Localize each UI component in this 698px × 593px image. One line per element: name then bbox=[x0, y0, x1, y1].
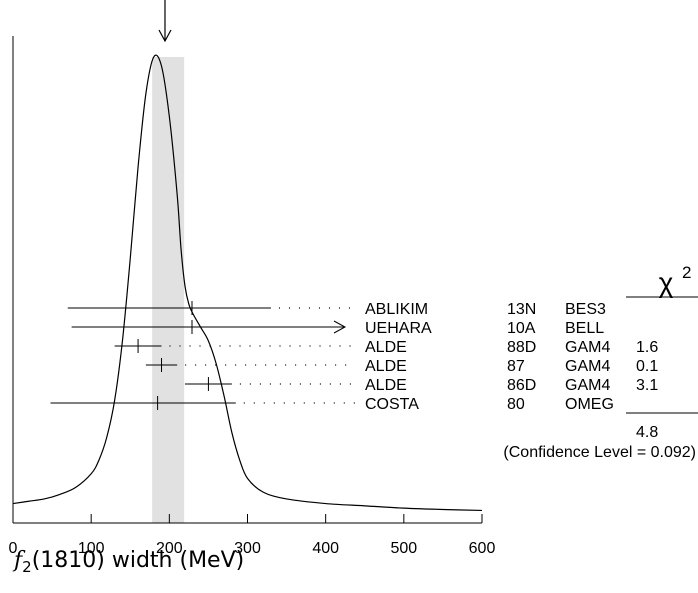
x-tick-label: 400 bbox=[312, 540, 339, 557]
x-tick-label: 200 bbox=[156, 540, 183, 557]
chi2-header: χ bbox=[659, 267, 674, 298]
x-axis-label-symbol: f bbox=[14, 548, 23, 573]
measurement-experiment: GAM4 bbox=[565, 358, 610, 375]
x-tick-label: 0 bbox=[9, 540, 18, 557]
measurement-year: 87 bbox=[507, 358, 525, 375]
measurement-experiment: BES3 bbox=[565, 301, 606, 318]
measurement-experiment: GAM4 bbox=[565, 339, 610, 356]
measurement-year: 86D bbox=[507, 377, 536, 394]
measurement-year: 80 bbox=[507, 396, 525, 413]
measurement-experiment: GAM4 bbox=[565, 377, 610, 394]
x-axis-label-subscript: 2 bbox=[22, 558, 32, 576]
measurement-year: 13N bbox=[507, 301, 536, 318]
measurement-label: ALDE bbox=[365, 358, 407, 375]
measurement-chi2: 0.1 bbox=[636, 358, 658, 375]
average-arrow-head bbox=[158, 29, 172, 43]
x-tick-label: 500 bbox=[390, 540, 417, 557]
measurement-experiment: OMEG bbox=[565, 396, 614, 413]
measurement-chi2: 1.6 bbox=[636, 339, 658, 356]
confidence-level: (Confidence Level = 0.092) bbox=[503, 444, 696, 461]
x-tick-label: 300 bbox=[234, 540, 261, 557]
chi2-header-power: 2 bbox=[682, 263, 691, 282]
measurement-year: 10A bbox=[507, 320, 536, 337]
x-axis-label: f2(1810) width (MeV) bbox=[14, 548, 244, 576]
x-tick-label: 100 bbox=[78, 540, 105, 557]
measurement-label: ALDE bbox=[365, 339, 407, 356]
average-error-band bbox=[152, 57, 185, 523]
error-bar-arrow bbox=[333, 320, 347, 334]
measurement-experiment: BELL bbox=[565, 320, 604, 337]
chi2-total: 4.8 bbox=[636, 424, 658, 441]
measurement-label: COSTA bbox=[365, 396, 419, 413]
measurement-label: UEHARA bbox=[365, 320, 432, 337]
measurement-label: ALDE bbox=[365, 377, 407, 394]
x-tick-label: 600 bbox=[469, 540, 496, 557]
measurement-year: 88D bbox=[507, 339, 536, 356]
measurement-label: ABLIKIM bbox=[365, 301, 428, 318]
x-axis-label-text: (1810) width (MeV) bbox=[31, 548, 245, 573]
ideogram-curve bbox=[12, 54, 483, 512]
measurement-chi2: 3.1 bbox=[636, 377, 658, 394]
